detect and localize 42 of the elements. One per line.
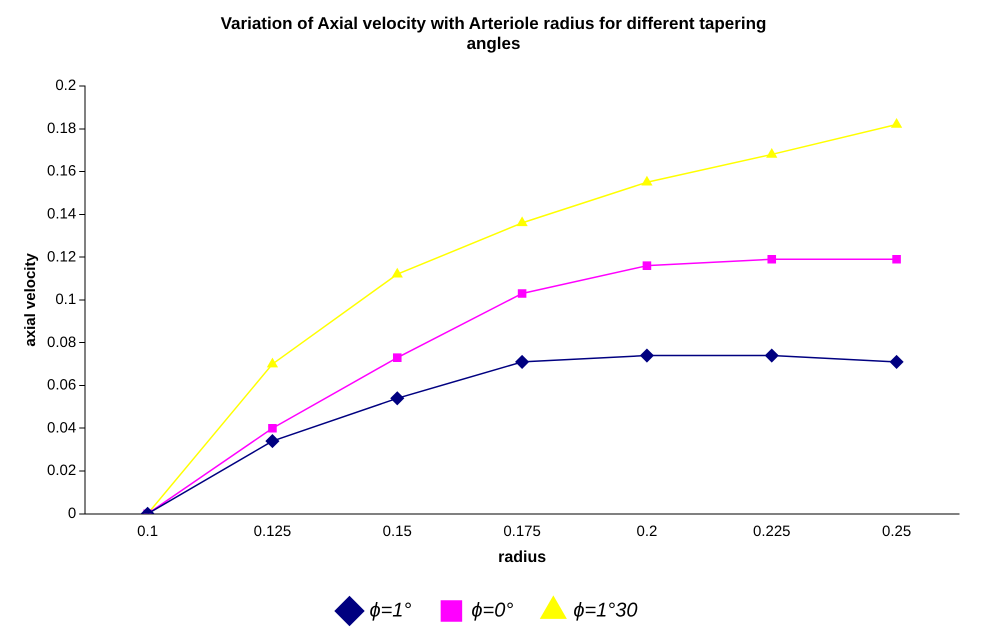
point bbox=[515, 355, 529, 369]
legend-label: ϕ=0° bbox=[471, 600, 514, 622]
y-tick-label: 0.04 bbox=[46, 419, 76, 436]
chart-title: Variation of Axial velocity with Arteriole radius for different tapering angles bbox=[220, 13, 768, 55]
x-tick-label: 0.15 bbox=[382, 522, 412, 540]
point bbox=[890, 355, 904, 369]
x-tick-label: 0.2 bbox=[636, 522, 658, 540]
point bbox=[767, 254, 776, 264]
x-tick-label: 0.25 bbox=[882, 522, 912, 540]
x-tick-label: 0.175 bbox=[503, 522, 541, 540]
point bbox=[765, 348, 779, 362]
point bbox=[640, 348, 654, 362]
point bbox=[392, 353, 402, 362]
y-tick-label: 0.1 bbox=[55, 291, 76, 308]
point bbox=[518, 289, 526, 298]
point bbox=[392, 268, 402, 278]
point bbox=[390, 392, 404, 406]
point bbox=[642, 261, 652, 270]
y-tick-label: 0 bbox=[68, 504, 76, 522]
x-tick-label: 0.1 bbox=[137, 522, 158, 540]
point bbox=[766, 148, 777, 158]
y-tick-label: 0.08 bbox=[46, 334, 76, 351]
point bbox=[517, 217, 528, 226]
y-axis-title: axial velocity bbox=[22, 252, 40, 347]
y-tick-label: 0.14 bbox=[46, 205, 76, 222]
point bbox=[268, 424, 277, 433]
y-tick-label: 0.18 bbox=[46, 120, 76, 137]
y-tick-label: 0.02 bbox=[46, 462, 76, 480]
y-tick-label: 0.16 bbox=[46, 162, 76, 180]
point bbox=[642, 176, 652, 186]
y-tick-label: 0.06 bbox=[46, 376, 76, 394]
x-axis-title: radius bbox=[498, 548, 546, 566]
x-tick-label: 0.225 bbox=[752, 522, 791, 540]
y-tick-label: 0.2 bbox=[55, 77, 76, 94]
x-tick-label: 0.125 bbox=[254, 522, 292, 540]
point bbox=[892, 254, 901, 264]
point bbox=[892, 118, 902, 128]
legend-label: ϕ=1°30 bbox=[573, 600, 638, 622]
point bbox=[266, 434, 280, 448]
legend-label: ϕ=1° bbox=[369, 600, 412, 622]
point bbox=[267, 358, 278, 368]
y-tick-label: 0.12 bbox=[46, 248, 76, 266]
